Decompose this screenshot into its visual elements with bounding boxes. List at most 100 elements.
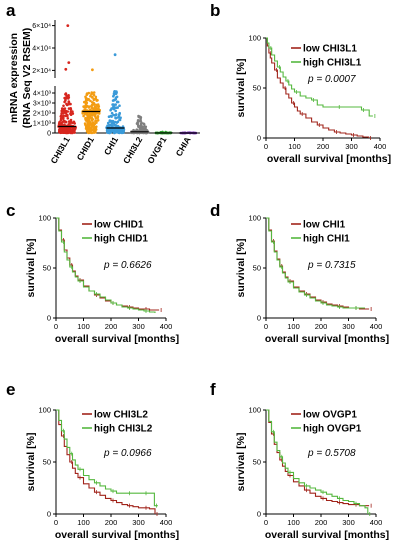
data-point [59,126,63,130]
data-point [63,123,66,126]
data-point [114,116,117,120]
data-point [91,118,95,121]
x-tick-label: 400 [370,322,383,331]
y-tick-label: 6×10⁴ [32,23,51,30]
data-point [60,112,63,115]
panel-letter-d: d [210,201,220,220]
data-point [118,104,121,107]
outlier-point [113,53,117,57]
data-point [113,98,116,102]
y-tick-label: 2×10⁴ [32,68,51,75]
y-tick-label: 0 [257,510,261,519]
km-curve-low [266,37,370,138]
data-point [64,93,67,96]
x-tick-label: 200 [105,322,118,331]
panel-letter-a: a [6,1,16,20]
category-label: CHID1 [75,135,97,162]
data-point [107,115,111,118]
data-point [94,119,97,123]
data-point [114,124,118,127]
y-axis-title-line2: (RNA Seq V2 RSEM) [21,28,33,129]
panel-letter-f: f [210,380,216,399]
y-axis-title: survival [%] [235,59,247,118]
data-point [84,100,88,104]
data-point [84,123,87,126]
y-tick-label: 100 [248,214,261,223]
panel-c: c 0 50 100 0 100 200 300 400 overall survival [mo… [6,201,179,345]
data-point [60,109,63,113]
p-value: p = 0.5708 [307,448,356,459]
data-point [140,128,144,132]
km-curve-high [266,409,369,514]
data-point [59,129,63,132]
data-point [61,126,65,130]
data-point [96,119,99,122]
data-point [114,109,117,113]
data-point [85,129,89,133]
data-point [136,122,140,126]
data-point [65,102,68,106]
y-tick-label: 0 [257,134,261,143]
outlier-point [91,68,94,72]
km-curve-high [266,37,373,117]
x-tick-label: 0 [264,142,268,151]
legend-label: high CHI1 [303,234,350,245]
y-tick-label: 4×10⁴ [32,46,51,53]
x-tick-label: 200 [317,142,330,151]
x-tick-label: 300 [132,518,145,527]
data-point [136,119,140,123]
km-curve-low [56,409,156,514]
data-point [89,126,93,129]
data-point [62,109,65,113]
data-point [62,114,66,118]
data-point [85,93,89,96]
y-tick-label: 100 [248,406,261,415]
data-point [137,125,140,129]
x-axis-title: overall survival [months] [55,333,179,345]
legend-label: high CHI3L2 [94,424,153,435]
x-tick-label: 200 [105,518,118,527]
data-point [94,129,97,132]
data-point [94,116,98,120]
data-point [112,122,115,125]
legend-label: high OVGP1 [303,424,362,435]
data-point [92,91,96,94]
km-curve-high [56,409,158,507]
data-point [92,121,95,124]
data-point [142,122,145,125]
x-tick-label: 400 [370,518,383,527]
y-tick-label: 50 [253,264,261,273]
y-tick-label: 50 [253,84,261,93]
y-axis-title-line1: mRNA expression [8,33,20,123]
legend-label: low OVGP1 [303,410,357,421]
data-point [118,118,122,122]
y-tick-label: 3×10³ [33,101,52,108]
x-tick-label: 300 [342,518,355,527]
data-point [107,124,110,128]
data-point [92,131,95,134]
x-tick-label: 100 [287,518,300,527]
x-tick-label: 100 [287,322,300,331]
data-point [84,104,87,108]
category-label: CHI3L2 [121,135,144,166]
dot-column-ovgp1 [154,130,173,135]
data-point [108,128,111,131]
y-tick-label: 50 [43,458,51,467]
data-point [67,97,70,100]
y-tick-label: 0 [47,510,51,519]
x-axis-title: overall survival [months] [55,529,179,541]
x-tick-label: 400 [160,322,173,331]
outlier-point [67,61,71,64]
data-point [73,127,77,131]
data-point [94,97,98,101]
p-value: p = 0.0966 [103,448,152,459]
x-axis-title: overall survival [months] [265,529,389,541]
y-tick-label: 0 [257,314,261,323]
y-axis-title: survival [%] [235,433,247,492]
data-point [62,104,65,108]
data-point [90,91,93,94]
panel-e: e 0 50 100 0 100 200 300 400 overall survival [mo… [6,380,179,541]
data-point [60,115,63,119]
data-point [71,110,74,113]
data-point [91,95,94,99]
